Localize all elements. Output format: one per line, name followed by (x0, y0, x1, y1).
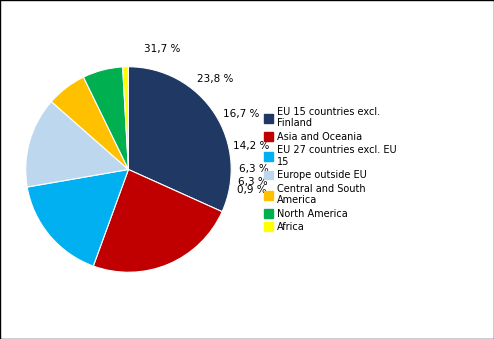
Text: 14,2 %: 14,2 % (234, 141, 270, 151)
Wedge shape (83, 67, 128, 170)
Wedge shape (128, 67, 231, 212)
Text: 0,9 %: 0,9 % (237, 185, 267, 195)
Legend: EU 15 countries excl.
Finland, Asia and Oceania, EU 27 countries excl. EU
15, Eu: EU 15 countries excl. Finland, Asia and … (262, 105, 399, 234)
Wedge shape (27, 170, 128, 266)
Text: 6,3 %: 6,3 % (238, 177, 268, 187)
Wedge shape (123, 67, 128, 170)
Text: 31,7 %: 31,7 % (144, 44, 181, 54)
Wedge shape (93, 170, 222, 272)
Text: 6,3 %: 6,3 % (239, 163, 269, 174)
Wedge shape (51, 77, 128, 170)
Text: 16,7 %: 16,7 % (223, 109, 259, 119)
Wedge shape (26, 102, 128, 187)
Text: 23,8 %: 23,8 % (197, 74, 233, 84)
